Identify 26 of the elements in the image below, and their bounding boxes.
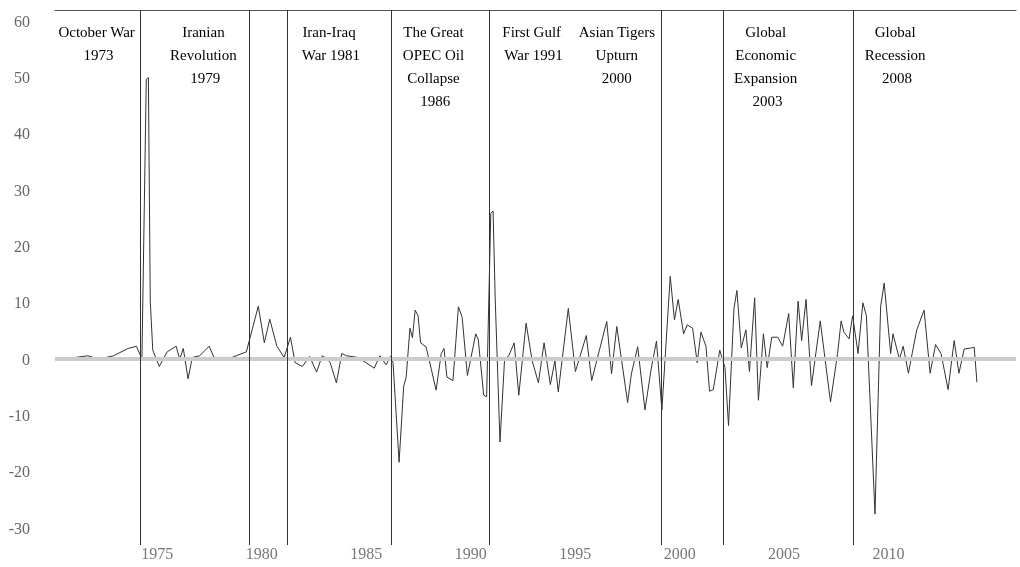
x-tick-label: 2005 — [768, 544, 801, 562]
ref-line-label: Iran-Iraq War 1981 — [301, 23, 361, 63]
x-tick-label: 1980 — [245, 544, 278, 562]
x-tick-label: 2010 — [872, 544, 905, 562]
y-tick-label: 0 — [22, 350, 30, 368]
y-tick-label: -10 — [8, 406, 30, 424]
y-tick-label: 20 — [14, 238, 30, 256]
ref-line-label: October War 1973 — [58, 23, 135, 63]
ref-line-label: First Gulf War 1991 — [502, 23, 565, 63]
x-tick-label: 1990 — [454, 544, 487, 562]
y-tick-label: -20 — [8, 463, 30, 481]
y-tick-label: 40 — [14, 125, 30, 143]
x-tick-label: 1975 — [141, 544, 174, 562]
ref-line-label: Global Economic Expansion 2003 — [733, 23, 802, 109]
y-tick-label: 30 — [14, 181, 30, 199]
y-tick-label: 50 — [14, 69, 30, 87]
x-tick-label: 2000 — [663, 544, 696, 562]
ref-line-label: Iranian Revolution 1979 — [170, 23, 241, 86]
x-tick-label: 1985 — [350, 544, 383, 562]
y-tick-label: 10 — [14, 294, 30, 312]
y-tick-label: 60 — [14, 12, 30, 30]
ref-line-label: The Great OPEC Oil Collapse 1986 — [402, 23, 468, 109]
ref-line-label: Global Recession 2008 — [864, 23, 930, 86]
x-tick-label: 1995 — [559, 544, 592, 562]
ref-line-label: Asian Tigers Upturn 2000 — [578, 23, 656, 86]
y-tick-label: -30 — [8, 519, 30, 537]
